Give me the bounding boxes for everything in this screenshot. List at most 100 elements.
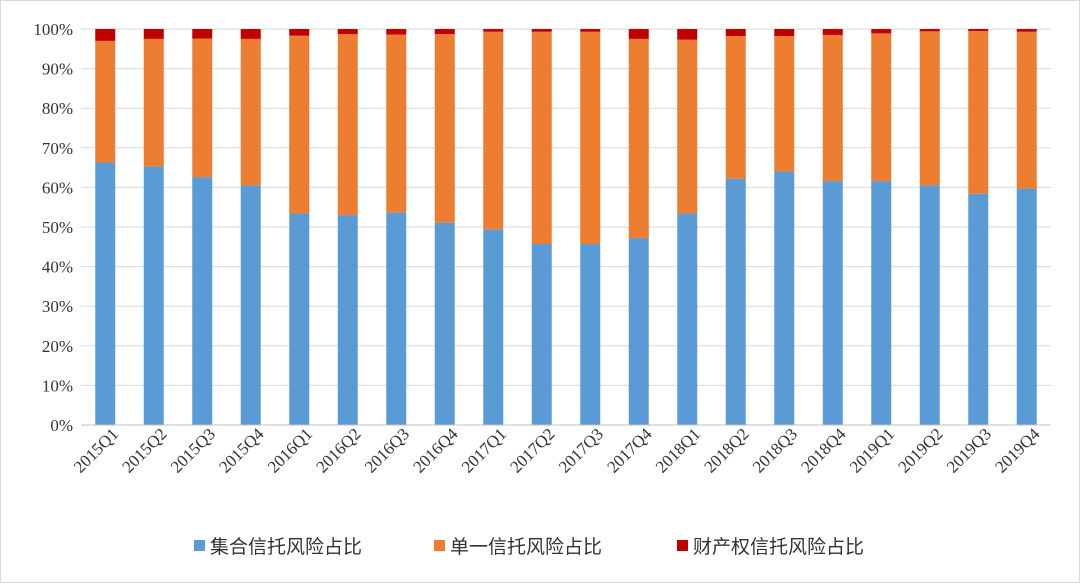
bars (95, 29, 1037, 426)
bar-segment (580, 29, 601, 32)
bar-segment (434, 34, 455, 223)
bar-segment (192, 29, 213, 39)
bar-segment (628, 238, 649, 425)
bar-segment (1016, 29, 1037, 32)
bar-segment (628, 29, 649, 39)
bar-segment (386, 212, 407, 425)
bar-segment (580, 244, 601, 425)
bar-segment (919, 31, 940, 186)
bar-segment (531, 31, 552, 245)
y-tick-label: 20% (42, 337, 73, 356)
x-tick-label: 2015Q2 (118, 424, 170, 476)
legend-swatch (194, 540, 205, 551)
bar-segment (192, 38, 213, 178)
bar-segment (580, 31, 601, 245)
x-tick-label: 2019Q4 (991, 424, 1044, 477)
bar-segment (774, 29, 795, 37)
bar-segment (677, 29, 698, 40)
bar-segment (919, 185, 940, 425)
bar-segment (822, 181, 843, 425)
bar-segment (871, 181, 892, 425)
bar-segment (240, 38, 261, 186)
bar-segment (822, 34, 843, 182)
bar-segment (95, 162, 116, 425)
x-tick-label: 2016Q3 (361, 424, 413, 476)
y-tick-label: 80% (42, 99, 73, 118)
bar-segment (968, 29, 989, 31)
bar-segment (240, 185, 261, 425)
bar-segment (240, 29, 261, 39)
bar-segment (871, 29, 892, 34)
x-tick-label: 2018Q2 (700, 424, 752, 476)
bar-segment (143, 29, 164, 39)
bar-segment (919, 29, 940, 32)
x-tick-label: 2019Q2 (894, 424, 946, 476)
bar-segment (95, 29, 116, 41)
x-tick-label: 2016Q1 (264, 424, 316, 476)
bar-segment (337, 34, 358, 216)
y-axis: 0% 10% 20% 30% 40% 50% 60% 70% 80% 90% 100% (33, 20, 73, 435)
x-tick-label: 2017Q1 (458, 424, 510, 476)
bar-segment (774, 36, 795, 172)
y-tick-label: 60% (42, 178, 73, 197)
bar-segment (628, 38, 649, 239)
x-tick-label: 2016Q4 (409, 424, 462, 477)
bar-segment (483, 29, 504, 32)
bar-segment (95, 40, 116, 163)
y-tick-label: 50% (42, 218, 73, 237)
x-tick-label: 2017Q3 (555, 424, 607, 476)
y-tick-label: 40% (42, 258, 73, 277)
bar-segment (725, 29, 746, 37)
x-tick-label: 2017Q4 (603, 424, 656, 477)
bar-segment (968, 30, 989, 194)
legend-swatch (434, 540, 445, 551)
bar-segment (725, 36, 746, 179)
bar-segment (677, 213, 698, 425)
bar-segment (968, 193, 989, 425)
bar-segment (192, 177, 213, 425)
x-tick-label: 2018Q4 (797, 424, 850, 477)
bar-segment (143, 166, 164, 426)
bar-segment (386, 34, 407, 213)
legend-label: 财产权信托风险占比 (693, 536, 864, 558)
x-tick-label: 2015Q3 (167, 424, 219, 476)
y-tick-label: 100% (33, 20, 73, 39)
y-tick-label: 90% (42, 60, 73, 79)
y-tick-label: 70% (42, 139, 73, 158)
x-tick-label: 2017Q2 (506, 424, 558, 476)
x-tick-label: 2018Q3 (749, 424, 801, 476)
bar-segment (677, 39, 698, 214)
legend-swatch (677, 540, 688, 551)
bar-segment (434, 29, 455, 35)
x-tick-label: 2019Q1 (846, 424, 898, 476)
bar-segment (774, 171, 795, 425)
legend-label: 单一信托风险占比 (450, 536, 602, 558)
bar-segment (1016, 188, 1037, 425)
bar-segment (337, 215, 358, 425)
bar-segment (483, 229, 504, 425)
x-tick-label: 2015Q1 (70, 424, 122, 476)
y-tick-label: 0% (50, 416, 73, 435)
bar-segment (531, 29, 552, 32)
bar-segment (1016, 31, 1037, 189)
x-tick-label: 2015Q4 (215, 424, 268, 477)
bar-segment (337, 29, 358, 35)
bar-segment (289, 213, 310, 425)
x-axis: 2015Q12015Q22015Q32015Q42016Q12016Q22016… (70, 424, 1051, 477)
x-tick-label: 2019Q3 (943, 424, 995, 476)
legend: 集合信托风险占比 单一信托风险占比 财产权信托风险占比 (194, 536, 864, 558)
bar-segment (143, 38, 164, 167)
y-tick-label: 30% (42, 297, 73, 316)
bar-segment (531, 244, 552, 425)
gridlines (81, 28, 1051, 426)
bar-segment (483, 31, 504, 230)
legend-label: 集合信托风险占比 (210, 536, 362, 558)
bar-segment (725, 178, 746, 425)
y-tick-label: 10% (42, 376, 73, 395)
bar-segment (289, 29, 310, 36)
bar-segment (822, 29, 843, 35)
bar-segment (434, 222, 455, 425)
x-tick-label: 2016Q2 (312, 424, 364, 476)
